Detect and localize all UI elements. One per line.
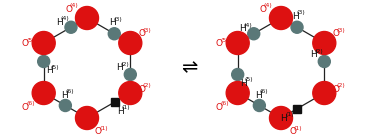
Circle shape xyxy=(76,6,99,29)
Text: (2): (2) xyxy=(315,48,324,54)
Text: (3): (3) xyxy=(337,28,345,33)
Text: (5): (5) xyxy=(220,38,229,43)
Text: H: H xyxy=(117,106,124,115)
Text: O: O xyxy=(138,29,145,38)
Text: (6): (6) xyxy=(66,89,74,95)
Text: (2): (2) xyxy=(143,83,152,88)
Text: (5): (5) xyxy=(50,65,59,69)
Circle shape xyxy=(226,82,249,105)
Text: (2): (2) xyxy=(337,83,345,88)
Circle shape xyxy=(270,6,293,29)
Circle shape xyxy=(226,32,249,55)
Text: O: O xyxy=(22,102,29,112)
Text: H: H xyxy=(56,18,63,27)
Text: ⇌: ⇌ xyxy=(181,58,197,78)
Circle shape xyxy=(270,106,293,129)
Circle shape xyxy=(313,82,336,105)
Circle shape xyxy=(119,82,142,105)
Text: H: H xyxy=(310,50,317,59)
Text: (4): (4) xyxy=(263,3,272,8)
Circle shape xyxy=(65,21,77,33)
Text: O: O xyxy=(216,39,223,48)
Text: H: H xyxy=(256,91,262,100)
Text: (6): (6) xyxy=(260,89,268,95)
Text: O: O xyxy=(259,5,266,14)
Circle shape xyxy=(38,55,50,68)
Circle shape xyxy=(108,28,120,40)
Text: (3): (3) xyxy=(143,28,152,33)
Text: H: H xyxy=(61,91,68,100)
Circle shape xyxy=(313,32,336,55)
Text: O: O xyxy=(138,85,145,93)
Text: O: O xyxy=(289,128,296,136)
Text: O: O xyxy=(332,85,339,93)
Text: O: O xyxy=(22,39,29,48)
Text: (4): (4) xyxy=(70,3,78,8)
Text: O: O xyxy=(216,102,223,112)
Text: (6): (6) xyxy=(220,101,229,106)
Circle shape xyxy=(59,99,71,112)
Text: (1): (1) xyxy=(285,112,294,117)
Text: (3): (3) xyxy=(296,10,305,15)
Text: H: H xyxy=(239,24,245,33)
Text: (5): (5) xyxy=(244,78,253,82)
Text: (1): (1) xyxy=(121,105,130,110)
Circle shape xyxy=(248,28,260,40)
Text: H: H xyxy=(240,79,246,88)
Text: H: H xyxy=(280,113,287,122)
Circle shape xyxy=(124,68,136,81)
Text: H: H xyxy=(46,66,53,75)
Text: (5): (5) xyxy=(26,38,35,43)
Text: (1): (1) xyxy=(293,126,302,131)
Text: (3): (3) xyxy=(114,17,122,22)
Text: H: H xyxy=(116,63,123,72)
Text: (6): (6) xyxy=(26,101,35,106)
Circle shape xyxy=(32,82,55,105)
Bar xyxy=(293,105,301,113)
Circle shape xyxy=(232,68,244,81)
Text: (4): (4) xyxy=(60,16,69,21)
Bar xyxy=(111,98,119,106)
Text: H: H xyxy=(109,18,116,27)
Text: O: O xyxy=(95,128,102,136)
Circle shape xyxy=(32,32,55,55)
Circle shape xyxy=(291,21,303,33)
Circle shape xyxy=(119,32,142,55)
Text: (1): (1) xyxy=(99,126,108,131)
Text: (4): (4) xyxy=(243,23,252,28)
Text: (2): (2) xyxy=(121,62,130,66)
Circle shape xyxy=(253,99,265,112)
Text: H: H xyxy=(292,12,299,21)
Circle shape xyxy=(76,106,99,129)
Circle shape xyxy=(318,55,330,68)
Text: O: O xyxy=(332,29,339,38)
Text: O: O xyxy=(65,5,72,14)
